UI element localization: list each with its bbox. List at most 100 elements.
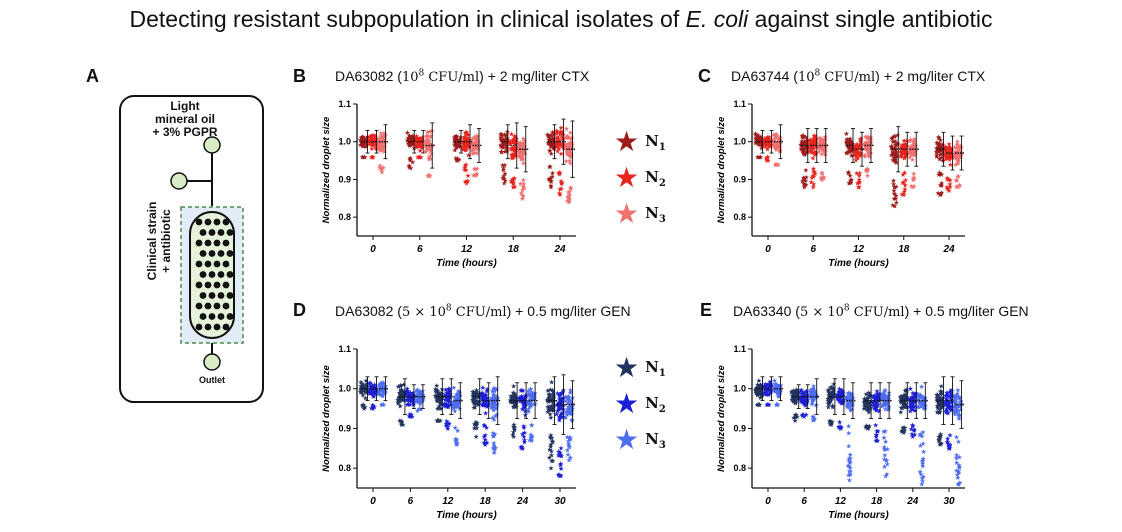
series-N2-t18: ★★★★★★★★★★★★★★★★★★★★★★★★★★★★★★★★★★★★★★★★… — [507, 122, 520, 191]
data-point: ★ — [891, 151, 897, 159]
panel-d-title: DA63082 (5 × 108 CFU/ml) + 0.5 mg/liter … — [335, 303, 631, 320]
data-point: ★ — [754, 136, 760, 144]
data-point: ★ — [368, 390, 374, 398]
data-point: ★ — [933, 149, 939, 157]
data-point: ★ — [765, 141, 771, 149]
data-point: ★ — [371, 381, 377, 389]
data-point: ★ — [410, 139, 416, 147]
data-point: ★ — [555, 140, 561, 148]
data-point: ★ — [765, 141, 771, 149]
data-point: ★ — [517, 139, 523, 147]
data-point: ★ — [550, 143, 556, 151]
data-point: ★ — [889, 134, 895, 142]
data-point: ★ — [453, 143, 459, 151]
data-point: ★ — [776, 135, 782, 143]
series-N2-t0: ★★★★★★★★★★★★★★★★★★★★★★★★★★★★★★★★★★★★★★★★… — [761, 129, 775, 165]
data-point: ★ — [936, 143, 942, 151]
data-point: ★ — [463, 134, 469, 142]
data-point: ★ — [520, 156, 526, 164]
data-point-min: ★ — [370, 153, 376, 161]
data-point: ★ — [418, 397, 424, 405]
data-point: ★ — [817, 145, 823, 153]
data-point: ★ — [804, 137, 810, 145]
data-point: ★ — [360, 139, 366, 147]
data-point: ★ — [455, 427, 461, 435]
data-point: ★ — [567, 149, 573, 157]
data-point: ★ — [407, 141, 413, 149]
data-point: ★ — [498, 131, 504, 139]
data-point: ★ — [921, 404, 927, 412]
legend-red: ★ N1 ★ N2 ★ N3 — [614, 124, 666, 232]
data-point: ★ — [381, 136, 387, 144]
data-point: ★ — [453, 132, 459, 140]
data-point: ★ — [891, 133, 897, 141]
data-point: ★ — [373, 134, 379, 142]
data-point: ★ — [813, 139, 819, 147]
data-point: ★ — [548, 141, 554, 149]
data-point: ★ — [568, 152, 574, 160]
x-tick-label: 12 — [442, 496, 454, 507]
data-point: ★ — [453, 144, 459, 152]
data-point: ★ — [474, 133, 480, 141]
data-point: ★ — [559, 180, 565, 188]
data-point: ★ — [410, 394, 416, 402]
data-point: ★ — [936, 146, 942, 154]
data-point: ★ — [466, 144, 472, 152]
data-point: ★ — [881, 428, 887, 436]
data-point: ★ — [544, 131, 550, 139]
data-point: ★ — [752, 130, 758, 138]
y-tick-label: 0.8 — [733, 212, 746, 222]
data-point: ★ — [398, 389, 404, 397]
series-N3-t6: ★★★★★★★★★★★★★★★★★★★★★★★★★★★★★★★★★★★★★★★★… — [422, 122, 435, 180]
data-point: ★ — [809, 142, 815, 150]
data-point: ★ — [953, 177, 959, 185]
data-point: ★ — [380, 134, 386, 142]
data-point: ★ — [855, 154, 861, 162]
data-point: ★ — [445, 394, 451, 402]
data-point: ★ — [508, 145, 514, 153]
data-point: ★ — [549, 139, 555, 147]
data-point: ★ — [753, 135, 759, 143]
data-point: ★ — [853, 147, 859, 155]
data-point: ★ — [945, 175, 951, 183]
data-point: ★ — [510, 154, 516, 162]
data-point: ★ — [419, 396, 425, 404]
data-point: ★ — [943, 155, 949, 163]
data-point: ★ — [407, 156, 413, 164]
data-point: ★ — [432, 385, 438, 393]
data-point: ★ — [447, 394, 453, 402]
data-point: ★ — [847, 139, 853, 147]
data-point: ★ — [890, 150, 896, 158]
data-point: ★ — [856, 143, 862, 151]
data-point: ★ — [359, 142, 365, 150]
data-point: ★ — [953, 148, 959, 156]
data-point: ★ — [948, 150, 954, 158]
data-point: ★ — [510, 144, 516, 152]
data-point: ★ — [444, 394, 450, 402]
data-point: ★ — [801, 180, 807, 188]
data-point: ★ — [811, 132, 817, 140]
data-point: ★ — [359, 384, 365, 392]
data-point: ★ — [846, 179, 852, 187]
data-point: ★ — [368, 382, 374, 390]
series-N3-t0: ★★★★★★★★★★★★★★★★★★★★★★★★★★★★★★★★★★★★★★★★… — [375, 376, 389, 409]
data-point: ★ — [907, 148, 913, 156]
data-point: ★ — [413, 134, 419, 142]
data-point: ★ — [498, 134, 504, 142]
legend-label: N3 — [645, 429, 666, 451]
data-point: ★ — [954, 452, 960, 460]
data-point: ★ — [369, 153, 375, 161]
data-point: ★ — [548, 150, 554, 158]
data-point: ★ — [438, 405, 444, 413]
data-point: ★ — [418, 153, 424, 161]
data-point: ★ — [956, 155, 962, 163]
data-point: ★ — [452, 141, 458, 149]
data-point-min: ★ — [756, 153, 762, 161]
data-point: ★ — [422, 148, 428, 156]
x-tick-label: 24 — [942, 244, 955, 255]
data-point: ★ — [404, 137, 410, 145]
data-point: ★ — [938, 171, 944, 179]
data-point: ★ — [371, 136, 377, 144]
data-point: ★ — [911, 174, 917, 182]
